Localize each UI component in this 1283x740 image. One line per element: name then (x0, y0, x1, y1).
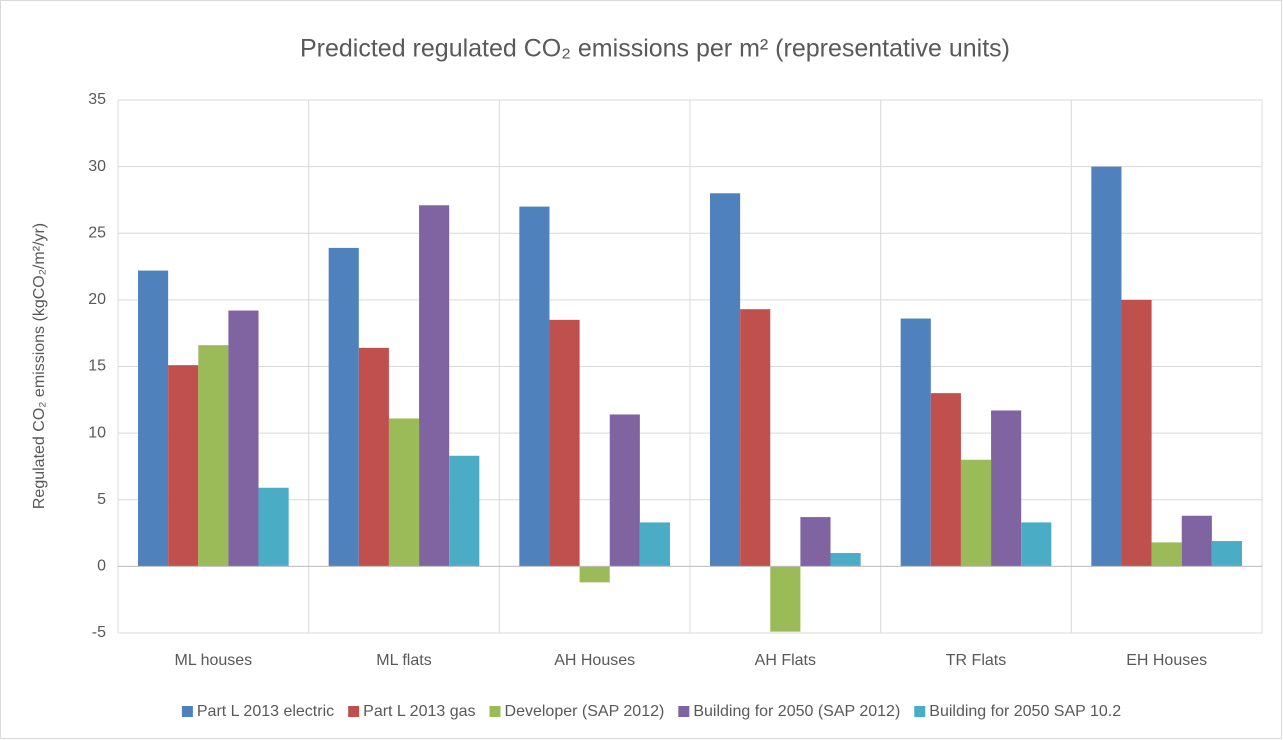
bar (419, 205, 450, 567)
x-tick-label: ML houses (174, 652, 252, 669)
bar (1181, 515, 1212, 567)
bar (900, 318, 931, 567)
y-tick-label: 25 (88, 224, 106, 241)
bar (549, 319, 580, 567)
bar (830, 553, 861, 567)
bar (1091, 166, 1122, 567)
bar (1211, 541, 1242, 567)
x-tick-label: EH Houses (1126, 652, 1207, 669)
bar (449, 455, 480, 567)
bar (960, 459, 992, 567)
bar (710, 193, 741, 567)
y-tick-label: 0 (97, 558, 106, 575)
bar (388, 418, 420, 567)
bar (198, 345, 229, 567)
legend-swatch (181, 706, 193, 717)
bar (358, 347, 389, 567)
bar (639, 522, 670, 567)
bar (800, 517, 831, 567)
x-tick-label: ML flats (376, 652, 431, 669)
legend-label: Part L 2013 gas (363, 703, 475, 720)
bar (138, 270, 169, 567)
y-tick-label: 30 (88, 158, 106, 175)
y-axis-label: Regulated CO₂ emissions (kgCO₂/m²/yr) (31, 223, 48, 509)
y-tick-label: 20 (88, 291, 106, 308)
bar (228, 310, 259, 567)
legend-swatch (914, 706, 926, 717)
legend-label: Building for 2050 SAP 10.2 (929, 703, 1121, 720)
bar (168, 365, 199, 567)
bar (740, 309, 771, 567)
bar (258, 487, 289, 567)
bar (1121, 299, 1152, 567)
x-tick-label: TR Flats (946, 652, 1006, 669)
y-tick-label: 10 (88, 424, 106, 441)
legend-label: Developer (SAP 2012) (505, 703, 665, 720)
y-tick-label: 35 (88, 91, 106, 108)
y-tick-label: 5 (97, 491, 106, 508)
y-tick-label: 15 (88, 358, 106, 375)
legend-swatch (678, 706, 690, 717)
bar (770, 566, 801, 632)
legend-swatch (489, 706, 501, 717)
bar (609, 414, 640, 567)
bar (519, 206, 550, 567)
bar (579, 566, 610, 583)
y-tick-label: -5 (92, 624, 106, 641)
legend-label: Part L 2013 electric (197, 703, 334, 720)
bar (1021, 522, 1052, 567)
x-tick-label: AH Houses (554, 652, 635, 669)
bar (991, 410, 1022, 567)
legend-label: Building for 2050 (SAP 2012) (693, 703, 900, 720)
bar (1151, 542, 1182, 567)
x-tick-label: AH Flats (755, 652, 816, 669)
chart-title: Predicted regulated CO₂ emissions per m²… (300, 35, 1010, 63)
bar (930, 393, 961, 567)
bar (328, 247, 359, 567)
legend-swatch (348, 706, 360, 717)
